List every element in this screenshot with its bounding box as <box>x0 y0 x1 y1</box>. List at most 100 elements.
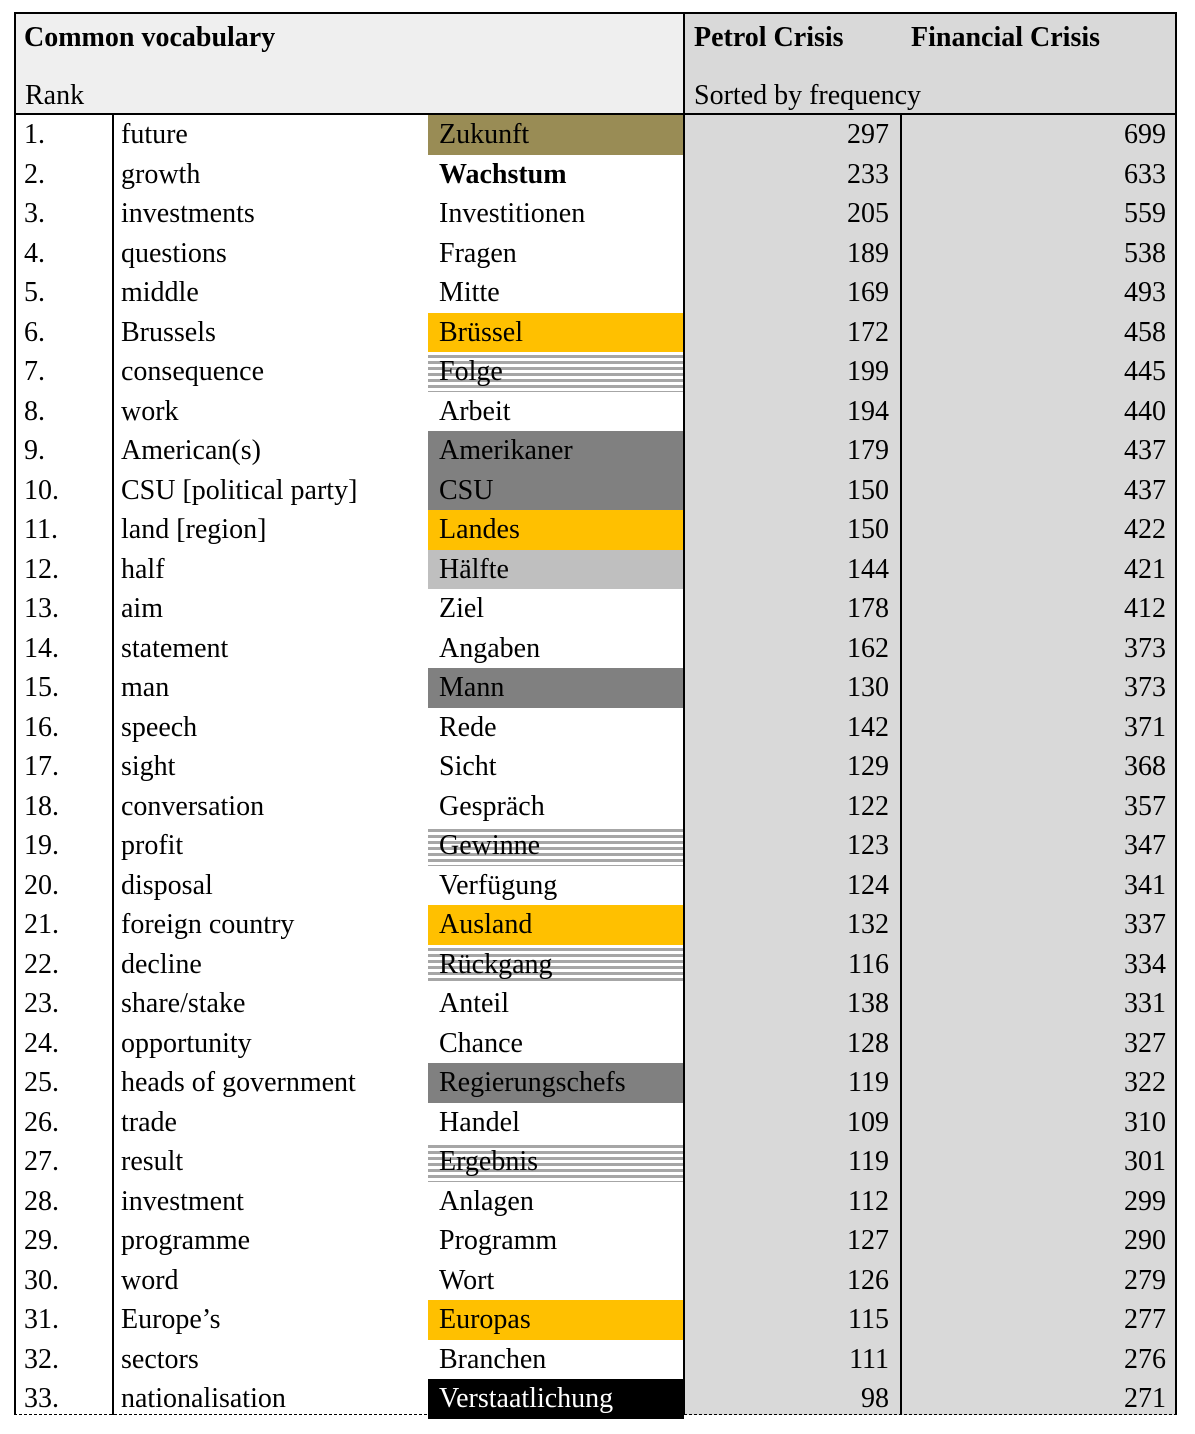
financial-crisis-frequency-cell: 331 <box>1124 988 1166 1019</box>
rank-cell: 2. <box>24 158 45 190</box>
german-term-cell: Ergebnis <box>439 1146 539 1177</box>
german-term-cell: Sicht <box>439 751 497 782</box>
table-row: 12. half Hälfte 144 421 <box>14 549 1177 589</box>
rank-cell: 9. <box>24 435 45 466</box>
common-vocabulary-heading: Common vocabulary <box>24 22 276 53</box>
table-row: 10. CSU [political party] CSU 150 437 <box>14 470 1177 510</box>
header-right-cell: Petrol Crisis Financial Crisis Sorted by… <box>684 12 1177 114</box>
financial-crisis-frequency-cell: 271 <box>1124 1383 1166 1414</box>
german-term-cell: Europas <box>439 1304 531 1335</box>
petrol-crisis-frequency-cell: 138 <box>847 988 889 1019</box>
english-term-cell: sight <box>121 751 176 782</box>
german-term-cell: Amerikaner <box>439 435 573 466</box>
rank-cell: 3. <box>24 198 45 229</box>
german-term-cell: Angaben <box>439 632 541 664</box>
english-term-cell: opportunity <box>121 1027 252 1059</box>
rank-cell: 29. <box>24 1225 59 1256</box>
financial-crisis-frequency-cell: 440 <box>1124 395 1166 427</box>
left-border <box>14 12 16 1415</box>
top-border <box>14 12 1177 14</box>
german-term-cell: Gespräch <box>439 790 545 822</box>
petrol-crisis-frequency-cell: 189 <box>847 237 889 269</box>
petrol-crisis-frequency-cell: 199 <box>847 356 889 387</box>
german-term-cell: Folge <box>439 356 503 387</box>
german-term-cell: Programm <box>439 1225 558 1256</box>
financial-crisis-frequency-cell: 327 <box>1124 1027 1166 1059</box>
rank-cell: 10. <box>24 474 59 506</box>
table-row: 18. conversation Gespräch 122 357 <box>14 787 1177 827</box>
german-term-cell: Handel <box>439 1106 520 1138</box>
petrol-crisis-frequency-cell: 150 <box>847 514 889 545</box>
table-row: 9. American(s) Amerikaner 179 437 <box>14 431 1177 471</box>
english-term-cell: decline <box>121 948 202 980</box>
rank-column-divider <box>112 114 114 1415</box>
table-row: 27. result Ergebnis 119 301 <box>14 1142 1177 1182</box>
german-term-cell: Arbeit <box>439 395 511 427</box>
table-row: 6. Brussels Brüssel 172 458 <box>14 312 1177 352</box>
english-term-cell: middle <box>121 277 199 308</box>
table-row: 3. investments Investitionen 205 559 <box>14 194 1177 234</box>
financial-crisis-frequency-cell: 422 <box>1124 514 1166 545</box>
german-term-highlight <box>428 1379 684 1419</box>
financial-crisis-frequency-cell: 299 <box>1124 1185 1166 1217</box>
table-row: 24. opportunity Chance 128 327 <box>14 1024 1177 1064</box>
rank-cell: 1. <box>24 119 45 150</box>
petrol-crisis-frequency-cell: 98 <box>861 1383 889 1414</box>
german-term-cell: Zukunft <box>439 119 530 150</box>
english-term-cell: work <box>121 395 179 427</box>
rank-cell: 27. <box>24 1146 59 1177</box>
table-row: 17. sight Sicht 129 368 <box>14 747 1177 787</box>
table-row: 30. word Wort 126 279 <box>14 1261 1177 1301</box>
english-term-cell: questions <box>121 237 227 269</box>
financial-crisis-frequency-cell: 301 <box>1124 1146 1166 1177</box>
german-term-cell: Ziel <box>439 593 485 624</box>
german-term-highlight <box>428 115 684 155</box>
petrol-crisis-frequency-cell: 119 <box>848 1067 889 1098</box>
english-term-cell: word <box>121 1264 179 1296</box>
frequency-column-divider <box>683 12 685 1415</box>
table-row: 2. growth Wachstum 233 633 <box>14 155 1177 195</box>
financial-crisis-frequency-cell: 279 <box>1124 1264 1166 1296</box>
rank-cell: 14. <box>24 632 59 664</box>
financial-crisis-frequency-cell: 538 <box>1124 237 1166 269</box>
english-term-cell: man <box>121 672 170 703</box>
german-term-highlight <box>428 944 684 984</box>
header-divider <box>14 113 1177 115</box>
petrol-crisis-frequency-cell: 116 <box>848 948 889 980</box>
financial-crisis-frequency-cell: 421 <box>1124 553 1166 585</box>
german-term-cell: Chance <box>439 1027 523 1059</box>
financial-crisis-frequency-cell: 373 <box>1124 632 1166 664</box>
petrol-crisis-frequency-cell: 169 <box>847 277 889 308</box>
petrol-crisis-frequency-cell: 128 <box>847 1027 889 1059</box>
english-term-cell: future <box>121 119 188 150</box>
german-term-cell: Ausland <box>439 909 533 940</box>
petrol-crisis-frequency-cell: 150 <box>847 474 889 506</box>
english-term-cell: investments <box>121 198 255 229</box>
financial-crisis-frequency-cell: 347 <box>1124 830 1166 861</box>
german-term-highlight <box>428 549 684 589</box>
english-term-cell: half <box>121 553 165 585</box>
rank-cell: 19. <box>24 830 59 861</box>
petrol-crisis-frequency-cell: 205 <box>847 198 889 229</box>
petrol-crisis-frequency-cell: 179 <box>847 435 889 466</box>
petrol-crisis-frequency-cell: 144 <box>847 553 889 585</box>
table-row: 1. future Zukunft 297 699 <box>14 115 1177 155</box>
table-row: 22. decline Rückgang 116 334 <box>14 944 1177 984</box>
table-row: 8. work Arbeit 194 440 <box>14 392 1177 432</box>
financial-crisis-frequency-cell: 322 <box>1124 1067 1166 1098</box>
rank-cell: 16. <box>24 711 59 743</box>
financial-crisis-frequency-cell: 276 <box>1124 1343 1166 1375</box>
financial-crisis-frequency-cell: 368 <box>1124 751 1166 782</box>
petrol-crisis-frequency-cell: 115 <box>848 1304 889 1335</box>
rank-cell: 22. <box>24 948 59 980</box>
table-row: 33. nationalisation Verstaatlichung 98 271 <box>14 1379 1177 1419</box>
financial-crisis-frequency-cell: 445 <box>1124 356 1166 387</box>
german-term-cell: Gewinne <box>439 830 541 861</box>
petrol-crisis-frequency-cell: 142 <box>847 711 889 743</box>
english-term-cell: American(s) <box>121 435 261 466</box>
german-term-cell: Mann <box>439 672 505 703</box>
table-row: 31. Europe’s Europas 115 277 <box>14 1300 1177 1340</box>
table-row: 29. programme Programm 127 290 <box>14 1221 1177 1261</box>
english-term-cell: heads of government <box>121 1067 356 1098</box>
petrol-crisis-frequency-cell: 111 <box>849 1343 889 1375</box>
